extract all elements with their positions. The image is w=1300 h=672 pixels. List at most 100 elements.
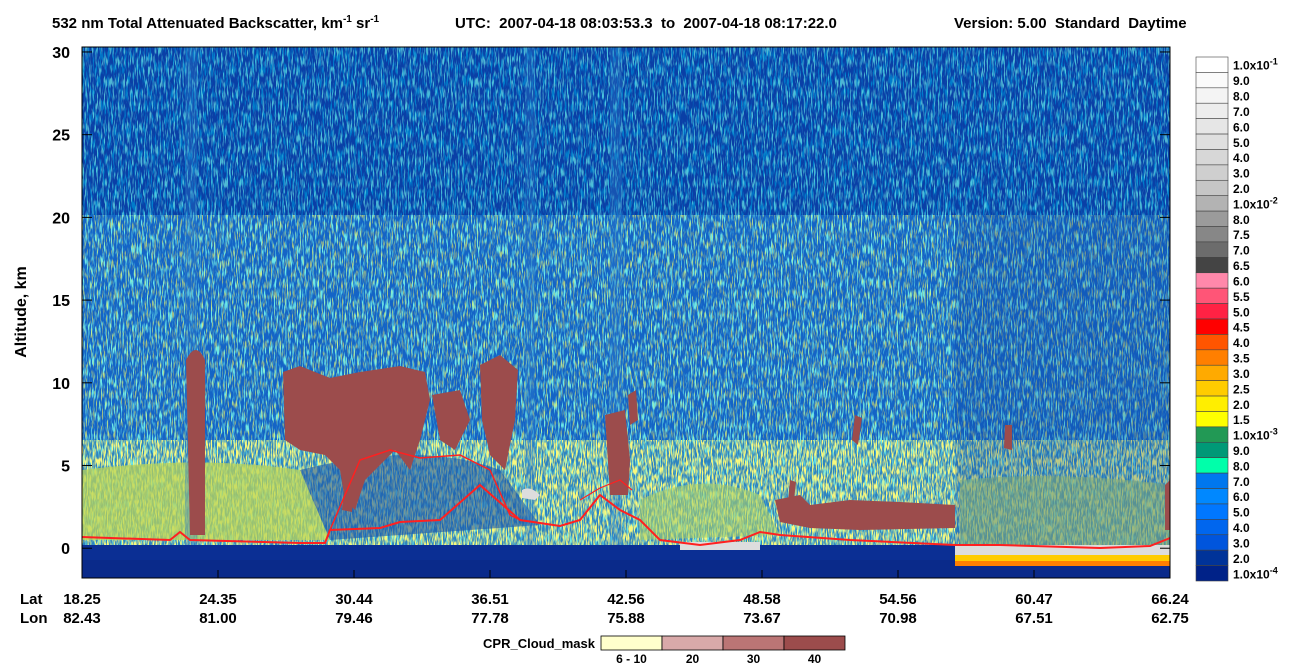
colorbar-swatch <box>1195 195 1229 212</box>
x-tick-label: 82.43 <box>63 610 101 627</box>
colorbar-label: 7.5 <box>1233 228 1250 242</box>
colorbar-label: 1.0x10-4 <box>1233 565 1278 581</box>
cloud-mask-label: 6 - 10 <box>616 652 647 666</box>
y-axis-label: Altitude, km <box>13 266 30 358</box>
colorbar-label: 5.0 <box>1233 506 1250 520</box>
colorbar-label: 8.0 <box>1233 459 1250 473</box>
title-exponent: -1 <box>370 14 379 25</box>
x-tick-label: 73.67 <box>743 610 781 627</box>
x-tick-label: 77.78 <box>471 610 509 627</box>
colorbar-swatch <box>1195 565 1229 582</box>
y-tick-label: 20 <box>52 210 70 227</box>
colorbar-swatch <box>1195 457 1229 474</box>
colorbar-label: 8.0 <box>1233 213 1250 227</box>
colorbar-swatch <box>1195 133 1229 150</box>
colorbar-label: 2.0 <box>1233 552 1250 566</box>
colorbar-label: 7.0 <box>1233 244 1250 258</box>
title-part: sr <box>352 15 371 32</box>
title-part: 532 nm Total Attenuated Backscatter, km <box>52 15 343 32</box>
colorbar-swatch <box>1195 210 1229 227</box>
colorbar-label: 1.0x10-3 <box>1233 427 1278 443</box>
colorbar-label-exponent: -4 <box>1270 565 1278 575</box>
x-tick-label: 18.25 <box>63 591 101 608</box>
colorbar-swatch <box>1195 519 1229 536</box>
title-exponent: -1 <box>343 14 352 25</box>
colorbar-label-exponent: -1 <box>1270 57 1278 67</box>
colorbar-swatch <box>1195 534 1229 551</box>
y-tick-label: 15 <box>52 293 70 310</box>
x-row-name: Lon <box>20 610 48 627</box>
colorbar-swatch <box>1195 164 1229 181</box>
colorbar-swatch <box>1195 549 1229 566</box>
colorbar-label: 4.0 <box>1233 151 1250 165</box>
x-tick-label: 42.56 <box>607 591 645 608</box>
x-tick-label: 24.35 <box>199 591 237 608</box>
colorbar-swatch <box>1195 318 1229 335</box>
colorbar-label: 9.0 <box>1233 74 1250 88</box>
x-tick-label: 48.58 <box>743 591 781 608</box>
colorbar-label: 6.0 <box>1233 120 1250 134</box>
colorbar-label: 3.0 <box>1233 167 1250 181</box>
y-tick-label: 5 <box>61 459 70 476</box>
colorbar-label: 1.0x10-1 <box>1233 57 1278 73</box>
colorbar-label-exponent: -2 <box>1270 195 1278 205</box>
colorbar-swatch <box>1195 488 1229 505</box>
x-tick-label: 30.44 <box>335 591 373 608</box>
y-tick-label: 10 <box>52 376 70 393</box>
colorbar-swatch <box>1195 472 1229 489</box>
x-tick-label: 70.98 <box>879 610 917 627</box>
x-tick-label: 81.00 <box>199 610 237 627</box>
y-tick-label: 0 <box>61 541 70 558</box>
colorbar-label: 6.0 <box>1233 274 1250 288</box>
colorbar-swatch <box>1195 87 1229 104</box>
cloud-mask-swatch <box>783 635 846 651</box>
colorbar-label-base: 1.0x10 <box>1233 197 1270 211</box>
colorbar-label: 7.0 <box>1233 105 1250 119</box>
cloud-mask-label: 40 <box>808 652 822 666</box>
x-tick-label: 79.46 <box>335 610 373 627</box>
colorbar-swatch <box>1195 426 1229 443</box>
x-tick-label: 62.75 <box>1151 610 1189 627</box>
colorbar-label: 7.0 <box>1233 475 1250 489</box>
colorbar-label: 5.5 <box>1233 290 1250 304</box>
colorbar-label: 3.5 <box>1233 352 1250 366</box>
cloud-mask-swatch <box>661 635 724 651</box>
colorbar-label-exponent: -3 <box>1270 427 1278 437</box>
colorbar-label-base: 1.0x10 <box>1233 429 1270 443</box>
colorbar-label: 9.0 <box>1233 444 1250 458</box>
colorbar-swatch <box>1195 226 1229 243</box>
colorbar-swatch <box>1195 334 1229 351</box>
y-tick-label: 30 <box>52 45 70 62</box>
colorbar-label: 2.0 <box>1233 398 1250 412</box>
colorbar-swatch <box>1195 102 1229 119</box>
colorbar-label: 1.5 <box>1233 413 1250 427</box>
colorbar-label: 6.0 <box>1233 490 1250 504</box>
colorbar-label-base: 1.0x10 <box>1233 567 1270 581</box>
colorbar-swatch <box>1195 441 1229 459</box>
colorbar-swatch <box>1195 287 1229 304</box>
colorbar-label: 4.0 <box>1233 336 1250 350</box>
colorbar-label: 4.0 <box>1233 521 1250 535</box>
colorbar-label: 3.0 <box>1233 367 1250 381</box>
colorbar-swatch <box>1195 149 1229 166</box>
x-tick-label: 66.24 <box>1151 591 1189 608</box>
cloud-mask-label: 30 <box>747 652 761 666</box>
x-tick-label: 54.56 <box>879 591 917 608</box>
colorbar-swatch <box>1195 395 1229 412</box>
colorbar-label: 5.0 <box>1233 305 1250 319</box>
version: Version: 5.00 Standard Daytime <box>954 15 1187 32</box>
colorbar-swatch <box>1195 503 1229 520</box>
colorbar-swatch <box>1195 349 1229 366</box>
colorbar-swatch <box>1195 303 1229 320</box>
colorbar-swatch <box>1195 411 1229 428</box>
colorbar-label: 3.0 <box>1233 536 1250 550</box>
cloud-mask-swatch <box>600 635 663 651</box>
chart-title: 532 nm Total Attenuated Backscatter, km-… <box>52 14 380 32</box>
colorbar-swatch <box>1195 272 1229 289</box>
x-tick-label: 60.47 <box>1015 591 1053 608</box>
colorbar-label: 2.5 <box>1233 382 1250 396</box>
colorbar-label: 8.0 <box>1233 90 1250 104</box>
colorbar-label: 6.5 <box>1233 259 1250 273</box>
